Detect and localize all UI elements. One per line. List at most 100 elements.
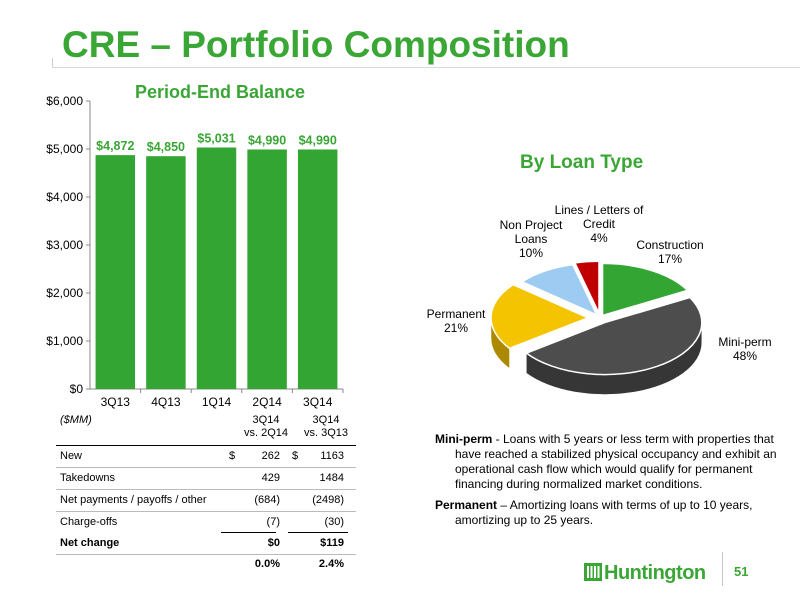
col1-header-line1: 3Q14 (252, 414, 280, 426)
table-row: Net payments / payoffs / other (684) (24… (56, 494, 356, 510)
row-c1-value: 262 (261, 450, 280, 462)
bar-data-label: $4,990 (299, 133, 337, 147)
pie-label-name: Loans (515, 232, 548, 246)
huntington-logo-icon (584, 563, 602, 581)
y-tick-label: $6,000 (46, 94, 83, 108)
row-divider (56, 511, 356, 512)
x-tick-label: 3Q14 (303, 395, 333, 409)
header-divider (56, 445, 356, 446)
row-c1-value: (684) (254, 494, 280, 506)
row-c1-value: (7) (266, 516, 280, 528)
pie-label-value: 10% (519, 246, 543, 260)
row-divider (56, 554, 356, 555)
x-tick-label: 1Q14 (202, 395, 232, 409)
table-header-row-2: vs. 2Q14 vs. 3Q13 (56, 427, 356, 443)
col1-header-line2: vs. 2Q14 (243, 427, 289, 439)
bar (297, 149, 338, 389)
bar (146, 156, 186, 389)
note-permanent: Permanent – Amortizing loans with terms … (435, 498, 785, 528)
pie-label-name: Credit (583, 217, 616, 231)
huntington-logo: Huntington (604, 562, 706, 584)
y-tick-label: $0 (70, 382, 84, 396)
pie-slice (524, 296, 703, 376)
pie-slice (573, 260, 600, 314)
bar (196, 147, 237, 389)
table-row: Takedowns 429 1484 (56, 472, 356, 488)
pie-label-name: Non Project (500, 218, 563, 232)
pct-c2-value: 2.4% (318, 558, 344, 570)
bar-data-label: $5,031 (197, 132, 235, 146)
pie-label-value: 17% (658, 252, 682, 266)
pie-label-value: 21% (444, 321, 468, 335)
row-c2-value: (30) (324, 516, 344, 528)
note-permanent-term: Permanent (435, 498, 498, 512)
row-c2-prefix: $ (292, 450, 299, 462)
title-rule (52, 67, 800, 68)
subtotal-rule-col2 (288, 532, 348, 533)
row-label: Charge-offs (60, 516, 118, 528)
bar-data-label: $4,850 (147, 140, 185, 154)
table-row: Charge-offs (7) (30) (56, 516, 356, 532)
pie-label-name: Permanent (427, 307, 486, 321)
total-c2-value: $119 (320, 537, 344, 549)
slide-title: CRE – Portfolio Composition (62, 24, 570, 65)
table-row: New $ 262 $ 1163 (56, 450, 356, 466)
y-tick-label: $5,000 (46, 142, 83, 156)
pie-slice (520, 263, 599, 317)
col2-header-line1: 3Q14 (312, 414, 340, 426)
bar (95, 155, 136, 389)
y-tick-label: $4,000 (46, 190, 83, 204)
table-header-row-1: ($MM) 3Q14 3Q14 (56, 414, 356, 430)
y-tick-label: $3,000 (46, 238, 83, 252)
row-divider (56, 489, 356, 490)
row-label: Takedowns (60, 472, 116, 484)
row-label: Net payments / payoffs / other (60, 494, 207, 506)
subtotal-rule-col1 (221, 532, 276, 533)
bar-chart-title: Period-End Balance (135, 82, 306, 102)
bar-data-label: $4,872 (96, 139, 134, 153)
bar-data-label: $4,990 (248, 133, 286, 147)
row-c2-value: (2498) (312, 494, 344, 506)
note-miniperm: Mini-perm - Loans with 5 years or less t… (435, 432, 785, 492)
pie-label-name: Lines / Letters of (555, 203, 644, 217)
loan-type-notes: Mini-perm - Loans with 5 years or less t… (435, 432, 785, 534)
pie-label-name: Mini-perm (718, 335, 771, 349)
x-tick-label: 3Q13 (101, 395, 131, 409)
pie-label-value: 48% (733, 349, 757, 363)
note-permanent-text: – Amortizing loans with terms of up to 1… (455, 498, 753, 527)
bar (247, 149, 287, 389)
pie-label-name: Construction (636, 238, 703, 252)
row-c2-value: 1484 (319, 472, 344, 484)
x-tick-label: 2Q14 (252, 395, 282, 409)
row-c1-prefix: $ (229, 450, 236, 462)
row-c1-value: 429 (261, 472, 280, 484)
y-tick-label: $2,000 (46, 286, 83, 300)
note-miniperm-text: - Loans with 5 years or less term with p… (455, 432, 777, 491)
footer-divider (722, 552, 723, 586)
y-tick-label: $1,000 (46, 334, 83, 348)
total-label: Net change (60, 537, 120, 549)
note-miniperm-term: Mini-perm (435, 432, 493, 446)
total-c1-value: $0 (267, 537, 280, 549)
pie-slice (601, 262, 689, 317)
x-tick-label: 4Q13 (151, 395, 181, 409)
page-number: 51 (734, 564, 749, 579)
title-rule-vertical (52, 58, 53, 68)
pie-slice (490, 283, 590, 350)
unit-label: ($MM) (60, 414, 92, 426)
row-label: New (60, 450, 83, 462)
row-divider (56, 467, 356, 468)
table-total-row: Net change $0 $119 (56, 537, 356, 553)
table-pct-row: 0.0% 2.4% (56, 558, 356, 574)
col2-header-line2: vs. 3Q13 (303, 427, 349, 439)
pie-chart-title: By Loan Type (520, 152, 644, 173)
row-c2-value: 1163 (320, 450, 344, 462)
pct-c1-value: 0.0% (254, 558, 280, 570)
